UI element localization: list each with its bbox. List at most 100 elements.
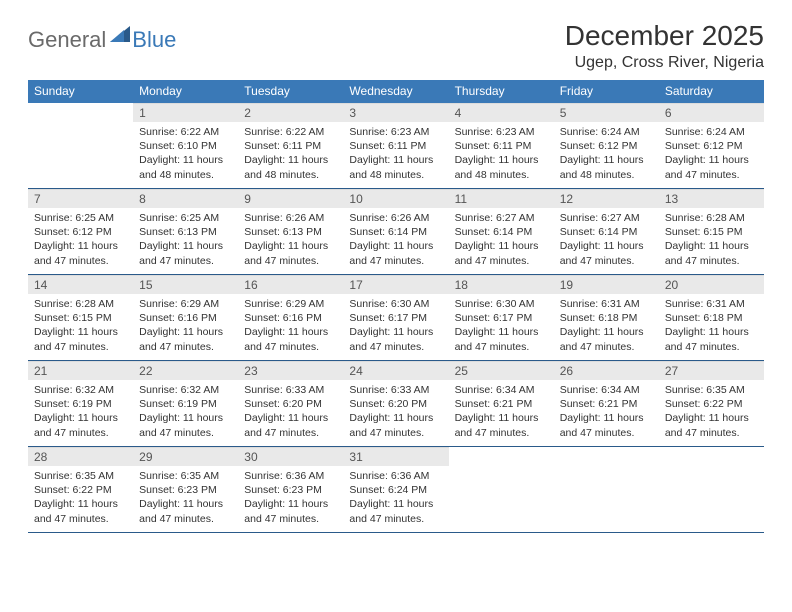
day-details: Sunrise: 6:34 AMSunset: 6:21 PMDaylight:… <box>449 380 554 444</box>
sunset-text: Sunset: 6:19 PM <box>34 397 127 411</box>
day-number: 11 <box>449 189 554 208</box>
daylight-text: Daylight: 11 hours and 47 minutes. <box>34 497 127 525</box>
brand-part2: Blue <box>132 27 176 53</box>
sunset-text: Sunset: 6:16 PM <box>139 311 232 325</box>
calendar-cell <box>449 447 554 533</box>
sunrise-text: Sunrise: 6:33 AM <box>349 383 442 397</box>
day-details: Sunrise: 6:23 AMSunset: 6:11 PMDaylight:… <box>449 122 554 186</box>
sunset-text: Sunset: 6:17 PM <box>455 311 548 325</box>
calendar-cell: 21Sunrise: 6:32 AMSunset: 6:19 PMDayligh… <box>28 361 133 447</box>
daylight-text: Daylight: 11 hours and 47 minutes. <box>349 411 442 439</box>
day-number: 14 <box>28 275 133 294</box>
sunrise-text: Sunrise: 6:30 AM <box>349 297 442 311</box>
calendar-cell: 20Sunrise: 6:31 AMSunset: 6:18 PMDayligh… <box>659 275 764 361</box>
day-number: 22 <box>133 361 238 380</box>
calendar-cell: 13Sunrise: 6:28 AMSunset: 6:15 PMDayligh… <box>659 189 764 275</box>
sunset-text: Sunset: 6:18 PM <box>560 311 653 325</box>
sunset-text: Sunset: 6:15 PM <box>665 225 758 239</box>
day-number: 6 <box>659 103 764 122</box>
day-number: 27 <box>659 361 764 380</box>
daylight-text: Daylight: 11 hours and 47 minutes. <box>139 239 232 267</box>
daylight-text: Daylight: 11 hours and 47 minutes. <box>560 239 653 267</box>
calendar-week: 1Sunrise: 6:22 AMSunset: 6:10 PMDaylight… <box>28 103 764 189</box>
sunrise-text: Sunrise: 6:30 AM <box>455 297 548 311</box>
day-number: 2 <box>238 103 343 122</box>
calendar-cell: 11Sunrise: 6:27 AMSunset: 6:14 PMDayligh… <box>449 189 554 275</box>
day-details: Sunrise: 6:30 AMSunset: 6:17 PMDaylight:… <box>343 294 448 358</box>
weekday-header: Monday <box>133 80 238 103</box>
calendar-cell: 8Sunrise: 6:25 AMSunset: 6:13 PMDaylight… <box>133 189 238 275</box>
day-number: 10 <box>343 189 448 208</box>
day-details: Sunrise: 6:31 AMSunset: 6:18 PMDaylight:… <box>659 294 764 358</box>
sunrise-text: Sunrise: 6:29 AM <box>244 297 337 311</box>
day-details: Sunrise: 6:32 AMSunset: 6:19 PMDaylight:… <box>133 380 238 444</box>
day-number: 31 <box>343 447 448 466</box>
weekday-row: Sunday Monday Tuesday Wednesday Thursday… <box>28 80 764 103</box>
calendar-cell: 3Sunrise: 6:23 AMSunset: 6:11 PMDaylight… <box>343 103 448 189</box>
day-number: 12 <box>554 189 659 208</box>
day-number: 23 <box>238 361 343 380</box>
sunset-text: Sunset: 6:22 PM <box>34 483 127 497</box>
sunrise-text: Sunrise: 6:31 AM <box>560 297 653 311</box>
sunrise-text: Sunrise: 6:28 AM <box>665 211 758 225</box>
day-details: Sunrise: 6:27 AMSunset: 6:14 PMDaylight:… <box>554 208 659 272</box>
daylight-text: Daylight: 11 hours and 47 minutes. <box>665 411 758 439</box>
daylight-text: Daylight: 11 hours and 47 minutes. <box>34 411 127 439</box>
calendar-cell: 30Sunrise: 6:36 AMSunset: 6:23 PMDayligh… <box>238 447 343 533</box>
day-details: Sunrise: 6:24 AMSunset: 6:12 PMDaylight:… <box>554 122 659 186</box>
weekday-header: Wednesday <box>343 80 448 103</box>
daylight-text: Daylight: 11 hours and 48 minutes. <box>560 153 653 181</box>
day-number: 28 <box>28 447 133 466</box>
calendar-page: General Blue December 2025 Ugep, Cross R… <box>0 0 792 553</box>
calendar-cell: 26Sunrise: 6:34 AMSunset: 6:21 PMDayligh… <box>554 361 659 447</box>
day-details: Sunrise: 6:35 AMSunset: 6:22 PMDaylight:… <box>659 380 764 444</box>
day-number: 1 <box>133 103 238 122</box>
calendar-grid: Sunday Monday Tuesday Wednesday Thursday… <box>28 80 764 533</box>
sunset-text: Sunset: 6:24 PM <box>349 483 442 497</box>
sunset-text: Sunset: 6:12 PM <box>665 139 758 153</box>
sunrise-text: Sunrise: 6:26 AM <box>244 211 337 225</box>
sunrise-text: Sunrise: 6:32 AM <box>139 383 232 397</box>
day-details: Sunrise: 6:30 AMSunset: 6:17 PMDaylight:… <box>449 294 554 358</box>
day-details: Sunrise: 6:33 AMSunset: 6:20 PMDaylight:… <box>343 380 448 444</box>
calendar-cell: 14Sunrise: 6:28 AMSunset: 6:15 PMDayligh… <box>28 275 133 361</box>
sunset-text: Sunset: 6:14 PM <box>455 225 548 239</box>
calendar-week: 14Sunrise: 6:28 AMSunset: 6:15 PMDayligh… <box>28 275 764 361</box>
sunrise-text: Sunrise: 6:22 AM <box>139 125 232 139</box>
day-number: 26 <box>554 361 659 380</box>
day-details: Sunrise: 6:22 AMSunset: 6:11 PMDaylight:… <box>238 122 343 186</box>
day-details: Sunrise: 6:26 AMSunset: 6:13 PMDaylight:… <box>238 208 343 272</box>
calendar-week: 28Sunrise: 6:35 AMSunset: 6:22 PMDayligh… <box>28 447 764 533</box>
day-number: 21 <box>28 361 133 380</box>
daylight-text: Daylight: 11 hours and 47 minutes. <box>665 153 758 181</box>
day-number: 30 <box>238 447 343 466</box>
day-number: 8 <box>133 189 238 208</box>
sunset-text: Sunset: 6:23 PM <box>244 483 337 497</box>
sunset-text: Sunset: 6:21 PM <box>560 397 653 411</box>
calendar-cell: 15Sunrise: 6:29 AMSunset: 6:16 PMDayligh… <box>133 275 238 361</box>
sunrise-text: Sunrise: 6:27 AM <box>560 211 653 225</box>
sunrise-text: Sunrise: 6:35 AM <box>34 469 127 483</box>
sunset-text: Sunset: 6:17 PM <box>349 311 442 325</box>
daylight-text: Daylight: 11 hours and 47 minutes. <box>244 497 337 525</box>
location-text: Ugep, Cross River, Nigeria <box>565 54 764 72</box>
day-details: Sunrise: 6:35 AMSunset: 6:22 PMDaylight:… <box>28 466 133 530</box>
calendar-cell: 2Sunrise: 6:22 AMSunset: 6:11 PMDaylight… <box>238 103 343 189</box>
calendar-cell: 16Sunrise: 6:29 AMSunset: 6:16 PMDayligh… <box>238 275 343 361</box>
calendar-cell: 31Sunrise: 6:36 AMSunset: 6:24 PMDayligh… <box>343 447 448 533</box>
sunset-text: Sunset: 6:11 PM <box>455 139 548 153</box>
day-details: Sunrise: 6:28 AMSunset: 6:15 PMDaylight:… <box>659 208 764 272</box>
weekday-header: Sunday <box>28 80 133 103</box>
daylight-text: Daylight: 11 hours and 47 minutes. <box>665 239 758 267</box>
day-number: 3 <box>343 103 448 122</box>
daylight-text: Daylight: 11 hours and 47 minutes. <box>455 325 548 353</box>
header: General Blue December 2025 Ugep, Cross R… <box>28 20 764 72</box>
sunset-text: Sunset: 6:14 PM <box>349 225 442 239</box>
calendar-cell: 25Sunrise: 6:34 AMSunset: 6:21 PMDayligh… <box>449 361 554 447</box>
day-number: 9 <box>238 189 343 208</box>
calendar-cell: 7Sunrise: 6:25 AMSunset: 6:12 PMDaylight… <box>28 189 133 275</box>
day-details: Sunrise: 6:25 AMSunset: 6:12 PMDaylight:… <box>28 208 133 272</box>
daylight-text: Daylight: 11 hours and 47 minutes. <box>244 411 337 439</box>
month-title: December 2025 <box>565 20 764 52</box>
sunrise-text: Sunrise: 6:22 AM <box>244 125 337 139</box>
